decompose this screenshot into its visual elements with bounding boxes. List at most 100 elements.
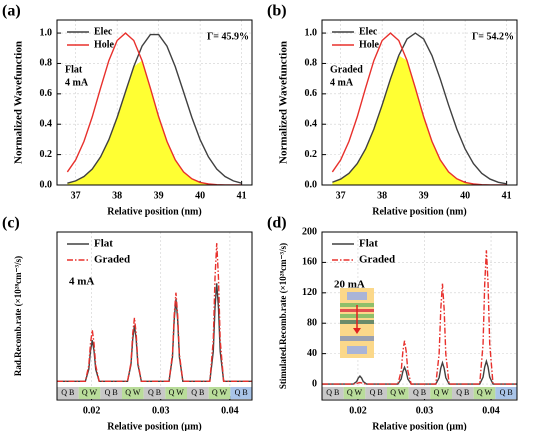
panel-label: (d) xyxy=(267,215,287,232)
x-tick-label: 41 xyxy=(502,190,512,201)
panel-label: (b) xyxy=(267,3,287,20)
inset-contact xyxy=(347,292,367,300)
series-line xyxy=(67,33,242,184)
x-tick-label: 38 xyxy=(377,190,387,201)
strip-label: Q B xyxy=(61,388,74,397)
layer-strip xyxy=(343,387,366,399)
legend-label: Elec xyxy=(94,26,113,37)
strip-label: Q B xyxy=(148,388,161,397)
inset-arrowhead xyxy=(353,328,361,334)
y-tick-label: 1.0 xyxy=(40,27,53,38)
y-tick-label: 1.0 xyxy=(305,27,318,38)
layer-strip xyxy=(452,387,474,399)
plot xyxy=(322,250,517,385)
x-tick-label: 41 xyxy=(237,190,247,201)
plot-frame xyxy=(56,231,253,401)
y-axis-label: Rad.Recomb.rate (×10²⁸cm⁻³/s) xyxy=(13,256,23,376)
legend-label: Graded xyxy=(359,254,395,266)
y-axis-label: Normalized Wavefunction xyxy=(278,41,290,164)
annotation: 4 mA xyxy=(65,77,89,88)
x-axis-label: Relative position (nm) xyxy=(372,206,466,217)
x-tick-label: 0.03 xyxy=(152,405,170,416)
y-tick-label: 0.2 xyxy=(305,149,318,160)
y-tick-label: 80 xyxy=(307,318,317,329)
series-line xyxy=(322,358,517,385)
strip-label: Q B xyxy=(370,388,383,397)
y-tick-label: 40 xyxy=(307,348,317,359)
annotation: Γ= 54.2% xyxy=(472,31,514,42)
panel-label: (a) xyxy=(2,3,21,20)
legend-label: Hole xyxy=(94,39,115,50)
layer-strip xyxy=(365,387,387,399)
x-axis-label: Relative position (μm) xyxy=(372,421,467,431)
x-tick-label: 39 xyxy=(154,190,164,201)
legend-label: Hole xyxy=(359,39,380,50)
strip-label: Q B xyxy=(105,388,118,397)
layer-strip xyxy=(165,387,187,399)
plot xyxy=(57,243,252,383)
layer-strip xyxy=(473,387,496,399)
plot-frame xyxy=(56,19,253,186)
legend-label: Elec xyxy=(359,26,378,37)
layer-strip xyxy=(57,387,79,399)
series-line xyxy=(322,250,517,385)
x-tick-label: 37 xyxy=(336,190,346,201)
layer-strip xyxy=(495,387,517,399)
strip-label: Q W xyxy=(169,388,185,397)
y-tick-label: 0.0 xyxy=(305,179,318,190)
overlap-area xyxy=(332,55,507,185)
annotation: 4 mA xyxy=(69,276,94,288)
y-tick-label: 0 xyxy=(312,378,317,389)
layer-strip xyxy=(122,387,144,399)
x-tick-label: 0.03 xyxy=(416,405,434,416)
x-axis-label: Relative position (nm) xyxy=(107,206,201,217)
strip-label: Q B xyxy=(413,388,426,397)
layer-strip xyxy=(187,387,209,399)
inset-contact xyxy=(347,346,367,354)
overlap-area xyxy=(67,60,242,185)
y-tick-label: 0.6 xyxy=(305,88,318,99)
x-tick-label: 40 xyxy=(195,190,205,201)
strip-label: Q W xyxy=(125,388,141,397)
layer-strip xyxy=(78,387,101,399)
plot-frame xyxy=(321,19,518,186)
y-tick-label: 0.2 xyxy=(40,149,53,160)
x-tick-label: 0.04 xyxy=(482,405,500,416)
legend-label: Flat xyxy=(359,238,378,250)
series-line xyxy=(332,32,507,185)
y-tick-label: 0.8 xyxy=(40,58,53,69)
y-tick-label: 0.8 xyxy=(305,58,318,69)
layer-strip xyxy=(408,387,431,399)
y-tick-label: 0.0 xyxy=(40,179,53,190)
layer-strip xyxy=(230,387,252,399)
layer-strip xyxy=(430,387,452,399)
x-tick-label: 37 xyxy=(71,190,81,201)
strip-label: Q B xyxy=(326,388,339,397)
strip-label: Q B xyxy=(235,388,248,397)
x-axis-label: Relative position (μm) xyxy=(107,421,202,431)
plot-frame xyxy=(321,231,518,401)
strip-label: Q B xyxy=(500,388,513,397)
y-axis-label: Stimulated.Recomb.rate (×10²⁸cm⁻³/s) xyxy=(278,243,288,389)
inset-layer xyxy=(340,336,374,341)
y-tick-label: 120 xyxy=(302,287,317,298)
layer-strip xyxy=(208,387,231,399)
strip-label: Q B xyxy=(456,388,469,397)
annotation: Graded xyxy=(330,64,363,75)
device-inset xyxy=(340,288,374,358)
series-line xyxy=(57,243,252,383)
y-tick-label: 0.6 xyxy=(40,88,53,99)
series-line xyxy=(331,32,507,185)
x-tick-label: 0.04 xyxy=(221,405,239,416)
strip-label: Q W xyxy=(347,388,363,397)
strip-label: Q W xyxy=(212,388,228,397)
series-line xyxy=(66,32,242,185)
legend-label: Flat xyxy=(94,238,113,250)
annotation: Flat xyxy=(65,64,83,75)
layer-strip xyxy=(143,387,166,399)
strip-label: Q W xyxy=(434,388,450,397)
layer-strip xyxy=(387,387,409,399)
panel-label: (c) xyxy=(2,215,20,232)
